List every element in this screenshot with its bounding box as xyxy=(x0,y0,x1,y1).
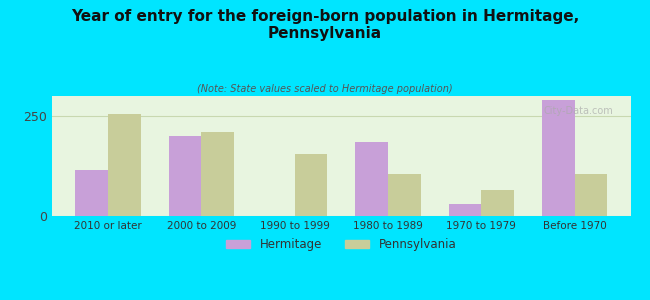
Bar xyxy=(202,132,234,216)
Bar xyxy=(388,174,421,216)
Text: City-Data.com: City-Data.com xyxy=(543,106,613,116)
Text: Year of entry for the foreign-born population in Hermitage,
Pennsylvania: Year of entry for the foreign-born popul… xyxy=(71,9,579,41)
Bar xyxy=(575,174,607,216)
Bar xyxy=(294,154,327,216)
Bar xyxy=(168,136,202,216)
Bar xyxy=(356,142,388,216)
Text: (Note: State values scaled to Hermitage population): (Note: State values scaled to Hermitage … xyxy=(197,84,453,94)
Bar xyxy=(481,190,514,216)
Bar xyxy=(108,114,140,216)
Bar xyxy=(75,170,108,216)
Bar xyxy=(448,204,481,216)
Bar xyxy=(542,100,575,216)
Legend: Hermitage, Pennsylvania: Hermitage, Pennsylvania xyxy=(222,233,461,256)
